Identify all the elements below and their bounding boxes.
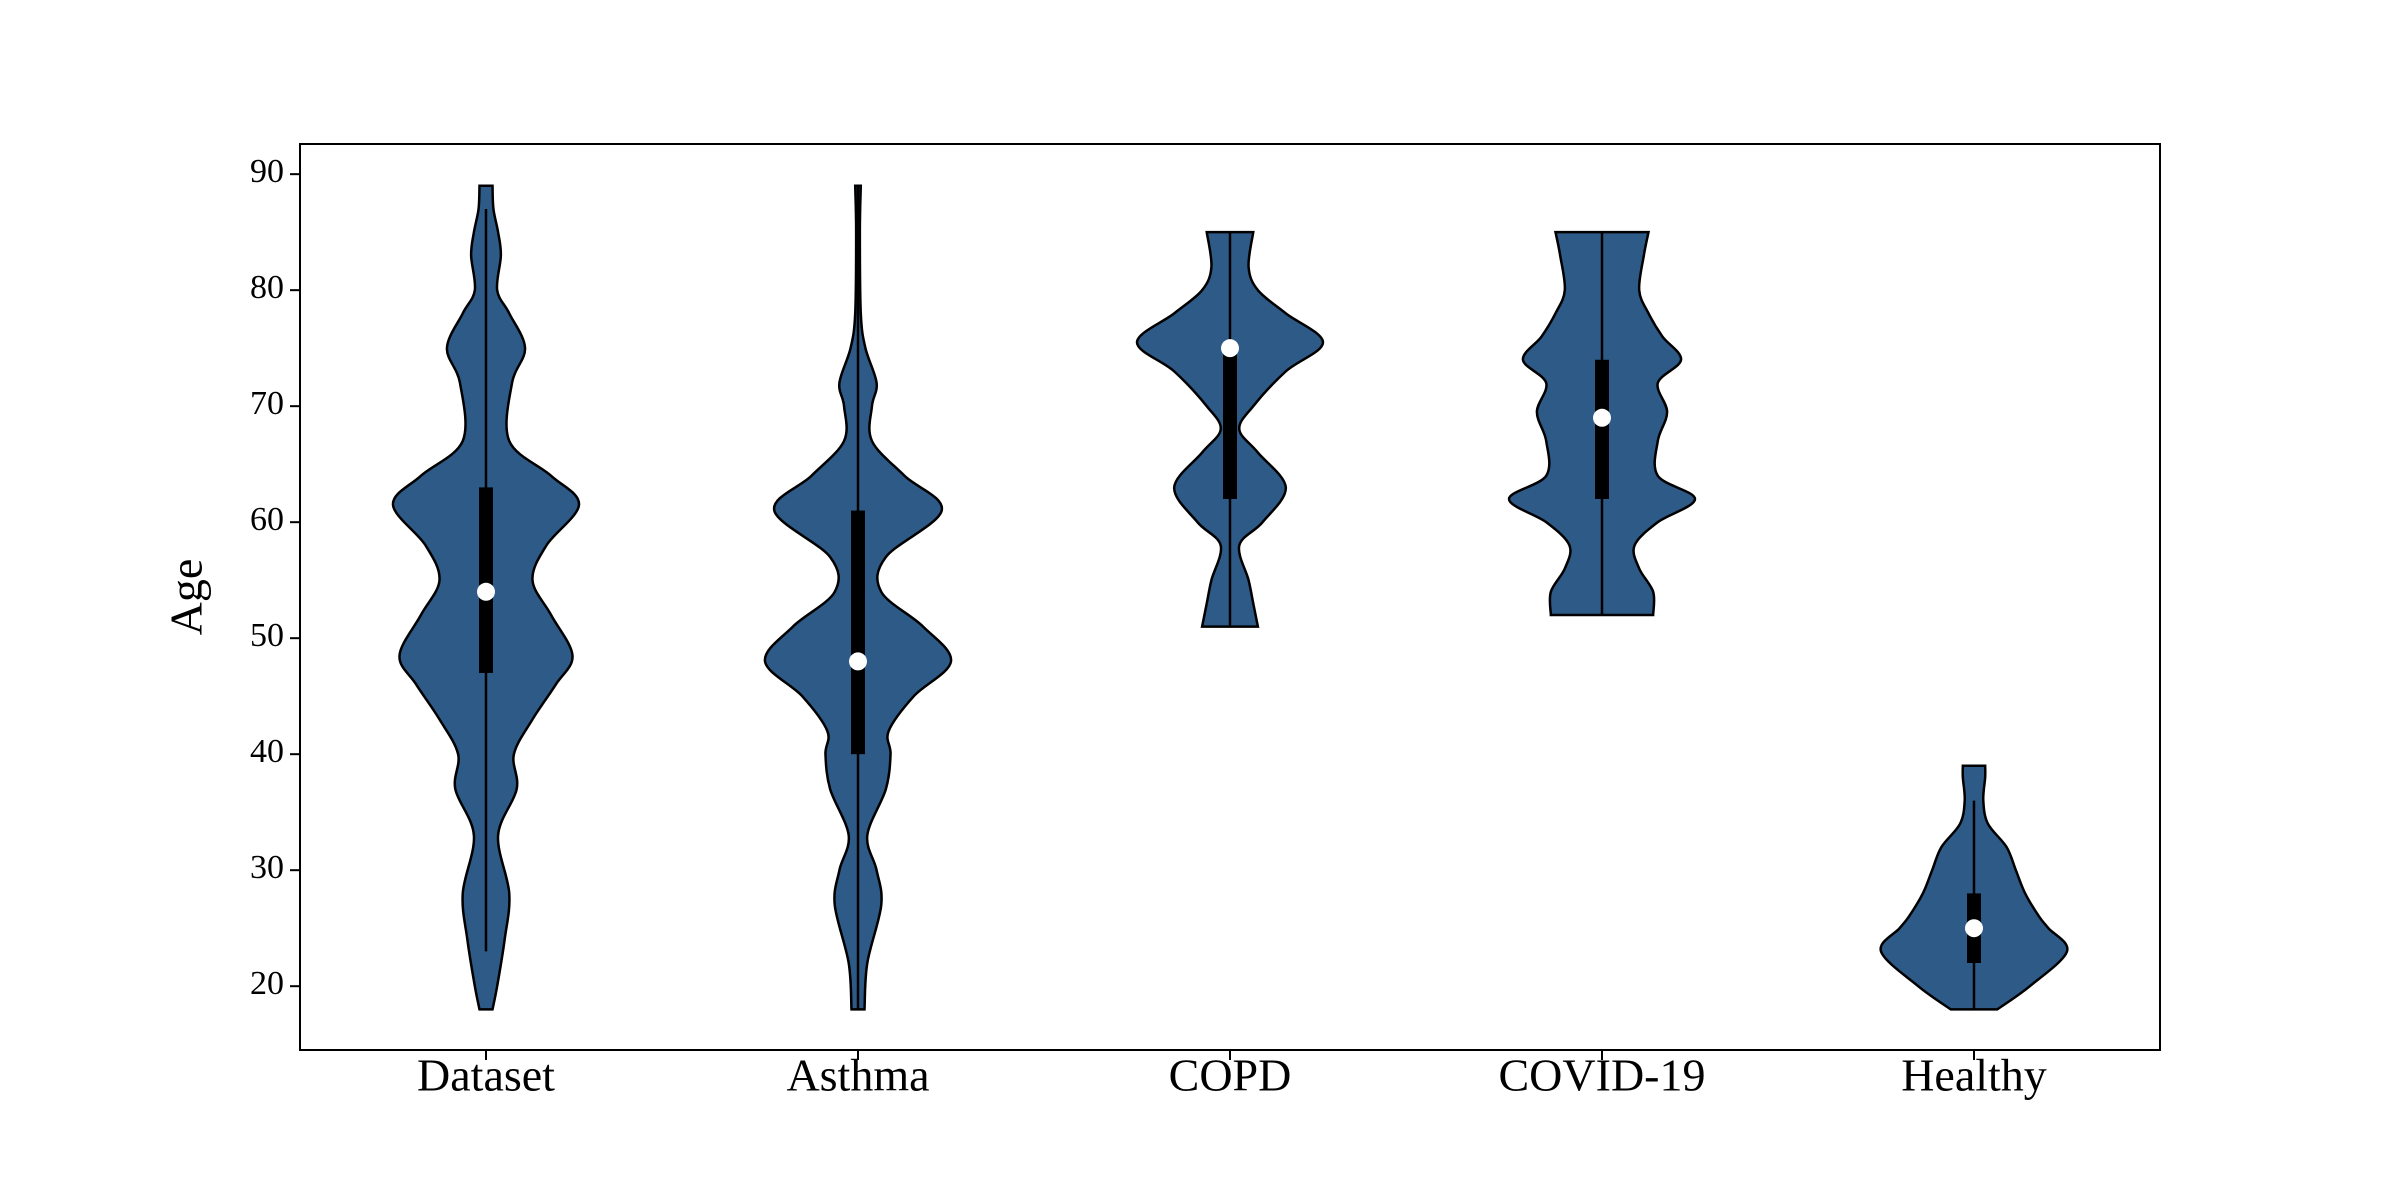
violin-outline — [763, 184, 858, 1011]
median — [477, 582, 495, 601]
y-tick-label: 20 — [250, 965, 284, 1002]
median — [1965, 919, 1983, 938]
violin-half — [764, 185, 858, 1010]
violin-half — [1974, 765, 2068, 1010]
violin-half — [1880, 765, 1974, 1010]
violin-half — [858, 185, 952, 1010]
violin-outline — [391, 184, 486, 1011]
box — [479, 487, 493, 673]
violin-outline — [1879, 764, 1974, 1011]
violin-outline — [858, 184, 953, 1011]
median — [1593, 408, 1611, 427]
median — [849, 652, 867, 671]
violin-outline — [1135, 230, 1230, 628]
y-tick-label: 80 — [250, 269, 284, 306]
violin-outline — [1230, 230, 1325, 628]
violin-half — [1509, 232, 1602, 615]
violin-half — [392, 185, 486, 1010]
y-tick-label: 50 — [250, 617, 284, 654]
y-tick-label: 90 — [250, 153, 284, 190]
box — [1223, 348, 1237, 499]
median — [1221, 339, 1239, 358]
box — [1595, 359, 1609, 499]
y-tick-label: 30 — [250, 849, 284, 886]
violin-outline — [1974, 764, 2069, 1011]
violin-half — [486, 185, 580, 1010]
plot-frame — [299, 143, 2161, 1051]
violin-outline — [1602, 230, 1697, 617]
violin-half — [1230, 232, 1323, 627]
violin-outline — [1507, 230, 1602, 617]
y-axis-label: Age — [161, 559, 212, 636]
y-tick-label: 40 — [250, 733, 284, 770]
violin-half — [1137, 232, 1230, 627]
y-tick-label: 60 — [250, 501, 284, 538]
violin-half — [1602, 232, 1695, 615]
violin-outline — [486, 184, 581, 1011]
y-tick-label: 70 — [250, 385, 284, 422]
box — [851, 510, 865, 755]
